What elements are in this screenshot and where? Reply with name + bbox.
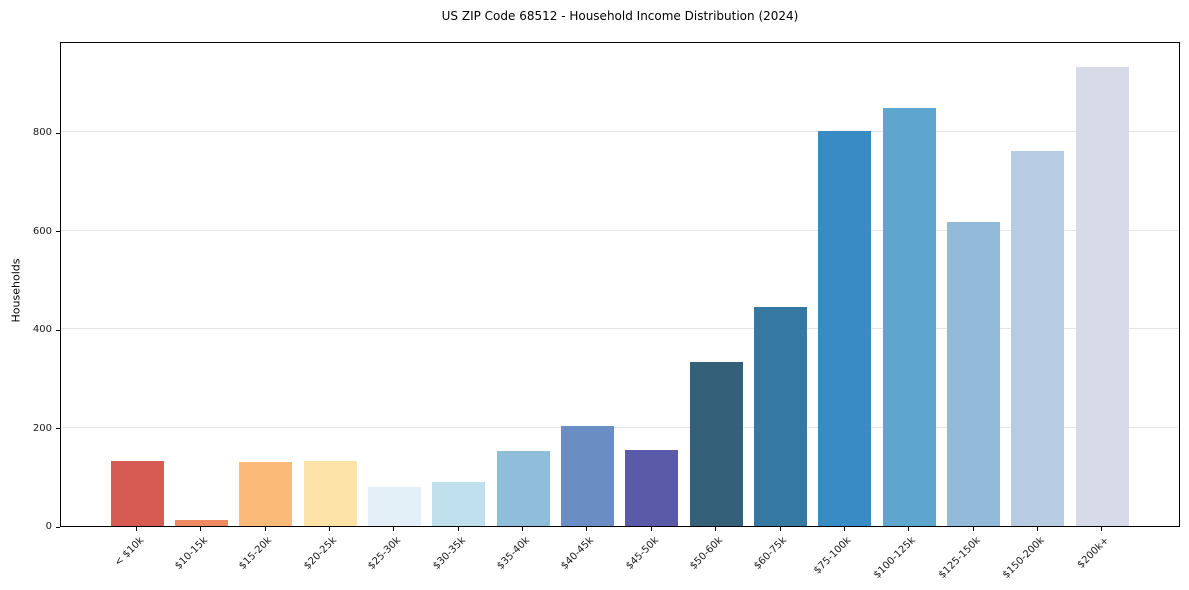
x-tick-mark	[457, 527, 459, 531]
chart-title: US ZIP Code 68512 - Household Income Dis…	[441, 9, 799, 23]
x-tick-mark	[1101, 527, 1103, 531]
x-tick-mark	[586, 527, 588, 531]
bar-25-30k	[367, 487, 421, 526]
bar-200k	[1075, 67, 1129, 526]
bar-45-50k	[625, 450, 679, 526]
x-tick-label: $45-50k	[623, 535, 661, 572]
x-tick-mark	[972, 527, 974, 531]
x-tick-label: $200k+	[1075, 535, 1112, 571]
x-tick-mark	[650, 527, 652, 531]
y-axis-label: Households	[9, 258, 23, 323]
x-tick-mark	[136, 527, 137, 531]
x-tick-label: $25-30k	[366, 535, 404, 572]
gridline-y-200	[61, 426, 1179, 428]
y-tick-mark	[56, 526, 60, 528]
gridline-y-400	[61, 328, 1179, 330]
x-tick-label: $100-125k	[872, 535, 918, 581]
bar-100-125k	[882, 108, 936, 526]
x-tick-label: $75-100k	[812, 535, 854, 577]
y-tick-label: 400	[32, 324, 52, 336]
y-tick-label: 200	[32, 422, 52, 434]
y-tick-label: 600	[32, 225, 52, 237]
x-tick-mark	[908, 527, 910, 531]
bar-20-25k	[303, 460, 357, 526]
x-tick-label: $125-150k	[936, 535, 983, 581]
bar-35-40k	[496, 451, 550, 526]
bar-150-200k	[1011, 151, 1065, 526]
gridline-y-600	[61, 229, 1179, 231]
plot-area	[60, 42, 1180, 527]
y-tick-label: 0	[45, 521, 52, 532]
bar-15-20k	[239, 462, 293, 526]
x-tick-mark	[779, 527, 781, 531]
bar-75-100k	[818, 131, 872, 526]
x-tick-label: $60-75k	[752, 535, 790, 572]
y-tick-mark	[56, 231, 60, 233]
x-tick-mark	[200, 527, 202, 531]
x-tick-label: $20-25k	[301, 535, 339, 572]
x-tick-label: < $10k	[112, 535, 146, 569]
x-tick-mark	[522, 527, 524, 531]
bar-60-75k	[754, 306, 807, 526]
x-tick-label: $150-200k	[1000, 535, 1047, 581]
gridline-y-800	[61, 131, 1179, 133]
x-tick-mark	[715, 527, 717, 531]
x-tick-mark	[393, 527, 395, 531]
bar-30-35k	[432, 481, 486, 526]
bar-50-60k	[689, 362, 743, 526]
x-tick-mark	[1036, 527, 1038, 531]
bar-40-45k	[560, 426, 614, 526]
y-tick-mark	[56, 329, 60, 331]
x-tick-label: $40-45k	[559, 535, 597, 572]
x-tick-label: $15-20k	[237, 535, 275, 572]
y-tick-label: 800	[32, 127, 52, 139]
x-tick-label: $30-35k	[430, 535, 468, 572]
y-tick-mark	[56, 428, 60, 430]
x-tick-label: $10-15k	[173, 535, 211, 572]
x-tick-label: $50-60k	[688, 535, 725, 572]
x-tick-mark	[264, 527, 266, 531]
y-tick-mark	[56, 132, 60, 134]
bar-10k	[110, 461, 164, 526]
x-tick-mark	[329, 527, 331, 531]
x-tick-mark	[843, 527, 845, 531]
bar-10-15k	[174, 520, 228, 526]
bar-125-150k	[947, 221, 1001, 526]
x-tick-label: $35-40k	[494, 535, 532, 572]
